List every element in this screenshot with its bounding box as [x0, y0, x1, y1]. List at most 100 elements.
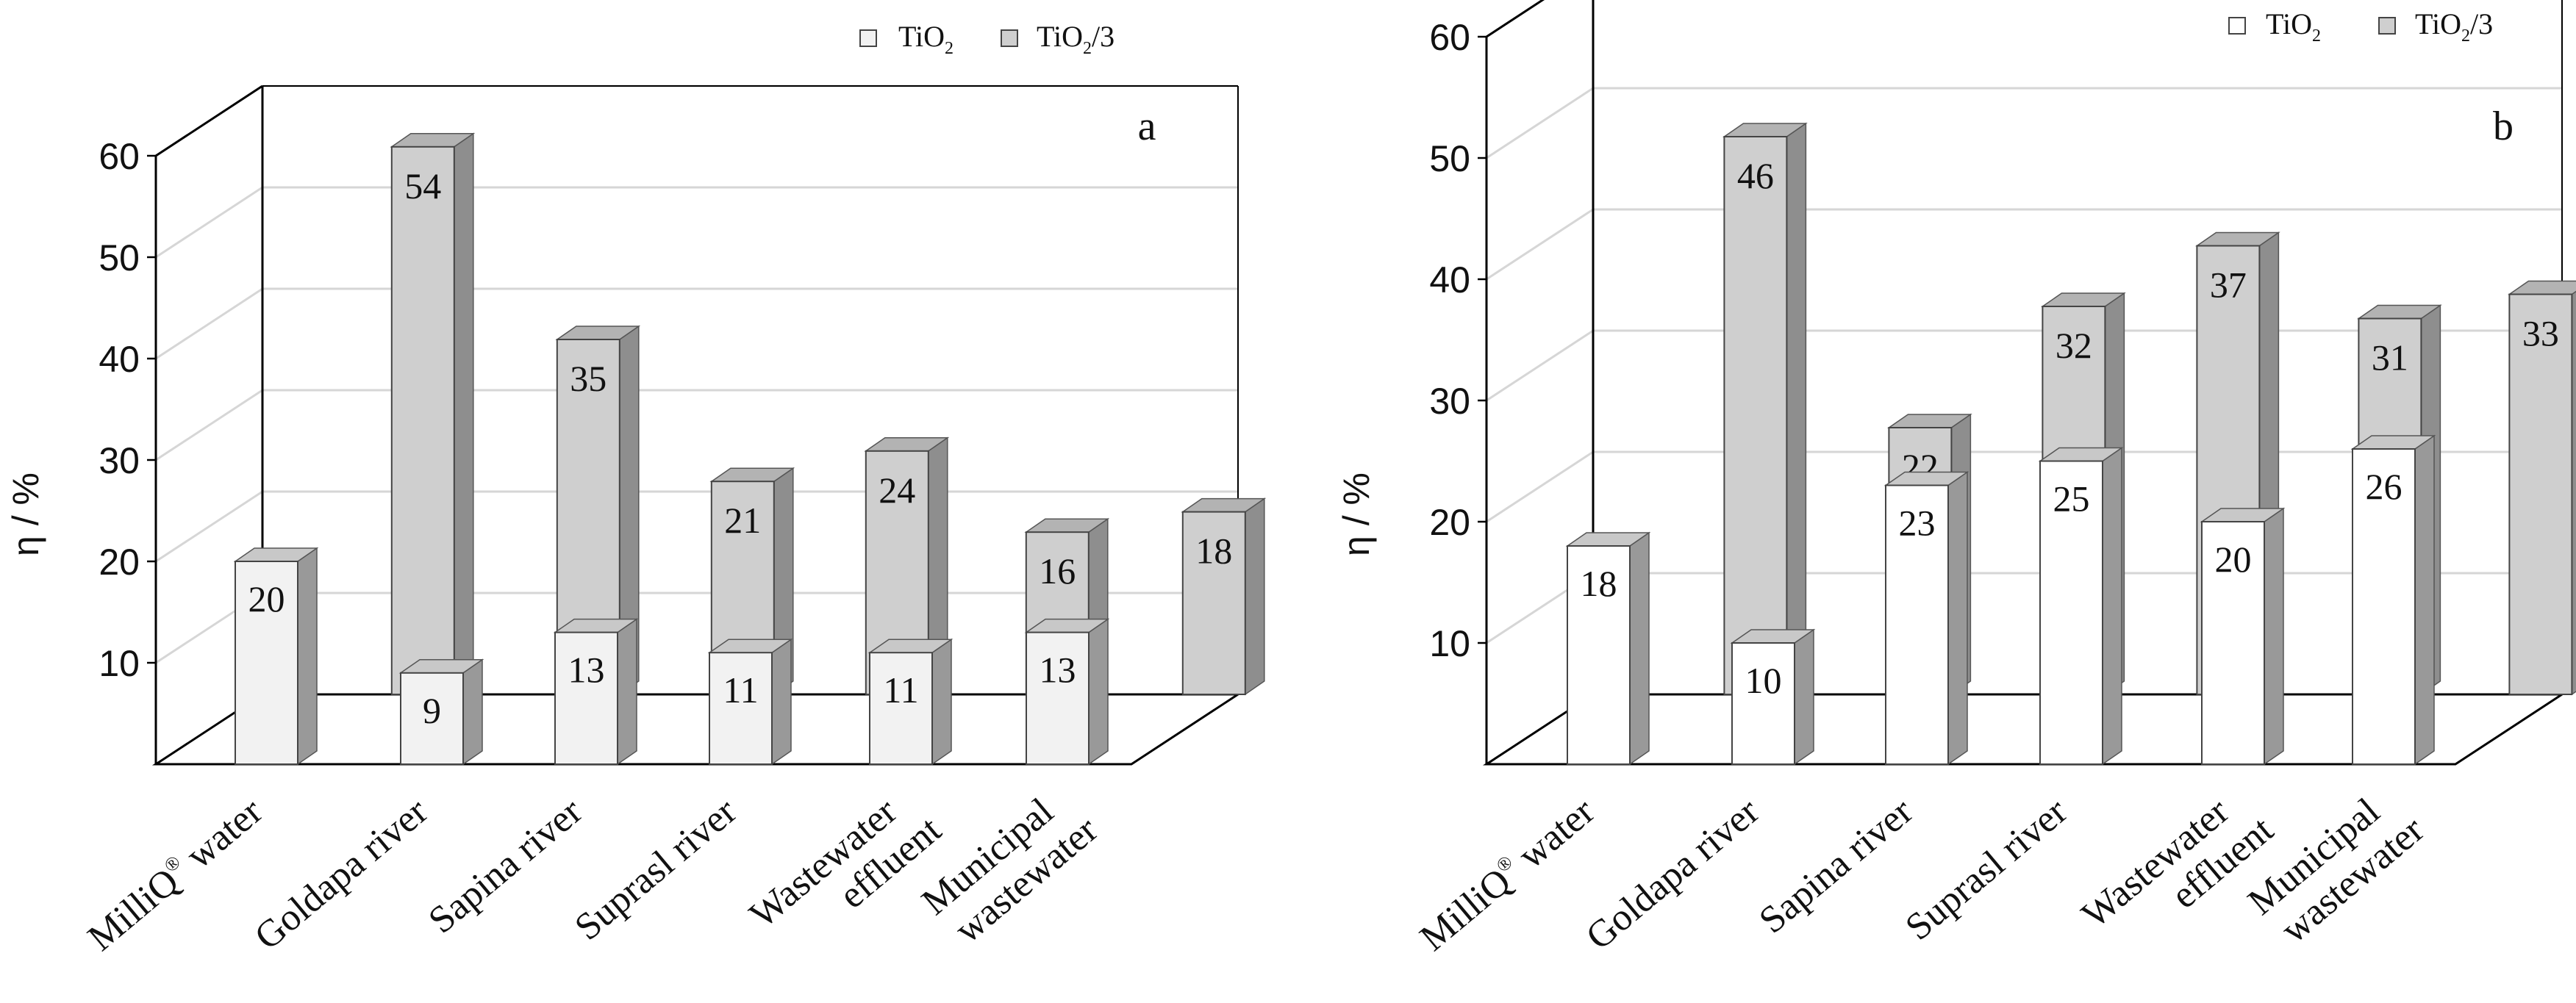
bar-TiO2-5-side — [2414, 434, 2435, 766]
data-label: 37 — [2210, 265, 2247, 306]
y-tick-label: 10 — [99, 643, 140, 684]
gridline-side — [1486, 329, 1594, 402]
side-top-edge — [1486, 0, 1545, 38]
bar-TiO2-1-front — [1731, 642, 1795, 765]
bar-TiO2-4-side — [931, 638, 952, 766]
data-label: 33 — [2522, 313, 2559, 354]
legend-label-main: TiO — [898, 20, 945, 53]
bar-TiO2-3 — [707, 638, 793, 766]
legend-label-sub: 2 — [2461, 26, 2470, 46]
data-label: 25 — [2053, 478, 2090, 520]
data-label: 20 — [2215, 539, 2252, 580]
x-tick-label-line1: Goldapa river — [1578, 791, 1767, 958]
gridline-side — [1486, 0, 1545, 38]
y-tick-label: 10 — [1429, 623, 1470, 664]
bar-TiO2-3-1 — [555, 325, 641, 696]
x-tick-label-line1: MilliQ — [1412, 860, 1519, 960]
bar-TiO2-0-side — [1629, 531, 1650, 766]
x-tick-label: Goldapa river — [247, 791, 436, 958]
data-label: 10 — [1745, 660, 1782, 701]
chart-panel-a: 10 20 30 40 50 60 η / % a 54 20 MilliQ® water 35 9 Go… — [5, 20, 1267, 969]
bar-TiO2-3-side — [2102, 447, 2122, 766]
bar-TiO2-3-0 — [390, 132, 476, 696]
legend-label-sub: 2 — [2312, 26, 2321, 46]
x-tick-label-line1: Sapina river — [421, 791, 590, 942]
x-tick-label: MilliQ® water — [80, 791, 271, 960]
data-label: 13 — [1040, 650, 1076, 691]
y-tick-label: 40 — [1429, 259, 1470, 301]
side-top-edge — [155, 85, 263, 157]
data-label: 54 — [404, 165, 441, 206]
bar-TiO2-4-front — [869, 652, 933, 766]
data-label: 13 — [568, 650, 605, 691]
y-tick-label: 60 — [99, 136, 140, 177]
x-tick-label-rest: water — [171, 791, 271, 883]
legend-label: TiO2/3 — [1037, 20, 1115, 58]
bar-TiO2-3-0-side — [1786, 122, 1807, 696]
bar-TiO2-1-side — [462, 658, 483, 766]
gridline-side — [1486, 87, 1594, 159]
x-tick-label-line1: Sapina river — [1752, 791, 1921, 942]
bar-TiO2-2-front — [554, 631, 618, 765]
bar-TiO2-3-5-side — [1245, 497, 1265, 696]
bar-TiO2-1 — [1730, 628, 1816, 766]
y-tick-label: 50 — [99, 237, 140, 278]
bar-TiO2-0 — [233, 547, 319, 766]
bar-TiO2-2-side — [617, 618, 637, 766]
bar-TiO2-3-5-top — [2507, 280, 2576, 295]
x-tick-label-line1: Suprasl river — [1897, 791, 2075, 949]
y-axis-title: η / % — [5, 472, 46, 556]
legend-label-main: TiO — [2415, 7, 2461, 40]
bar-TiO2-3-5-front — [2508, 293, 2573, 695]
legend-swatch — [859, 29, 877, 47]
bar-TiO2-2 — [553, 618, 639, 766]
bar-TiO2-3-side — [771, 638, 792, 766]
gridline-side — [155, 186, 263, 259]
x-tick-label: Municipalwastewater — [2240, 776, 2432, 956]
x-tick-label: Suprasl river — [1897, 791, 2075, 949]
data-label: 18 — [1195, 531, 1232, 572]
gridline-side — [155, 490, 263, 563]
data-label: 32 — [2056, 325, 2092, 366]
x-tick-label-line1: Goldapa river — [247, 791, 436, 958]
gridline-side — [1486, 208, 1594, 281]
bar-TiO2-3-0-front — [390, 145, 455, 696]
legend-label-main: TiO — [2266, 7, 2312, 40]
chart-panel-b: 10 20 30 40 50 60 η / % b 46 18 MilliQ® water 2 2 10 G… — [1336, 0, 2576, 960]
bar-TiO2-3-front — [2039, 460, 2103, 765]
legend-label-sub: 2 — [1083, 39, 1092, 58]
legend-label: TiO2 — [898, 20, 954, 58]
data-label: 11 — [883, 669, 918, 711]
bar-TiO2-2-front — [1885, 484, 1949, 765]
data-label: 20 — [248, 578, 285, 619]
bar-TiO2-3-0 — [1722, 122, 1808, 696]
data-label: 46 — [1737, 155, 1774, 196]
x-tick-label: Suprasl river — [567, 791, 744, 949]
bar-TiO2-3-5 — [2507, 280, 2576, 696]
bar-TiO2-4 — [2200, 507, 2286, 766]
bar-TiO2-5-front — [2352, 448, 2416, 765]
panel-label: b — [2493, 104, 2514, 149]
y-tick-label: 30 — [1429, 381, 1470, 422]
gridline-side — [155, 287, 263, 360]
bar-TiO2-0 — [1565, 531, 1651, 766]
y-axis-title: η / % — [1336, 472, 1377, 556]
legend: TiO2 TiO2/3 — [2228, 7, 2493, 46]
data-label: 24 — [879, 470, 915, 511]
y-tick-label: 50 — [1429, 138, 1470, 179]
data-label: 16 — [1039, 550, 1076, 592]
bar-TiO2-5-side — [1088, 618, 1109, 766]
bar-TiO2-4 — [867, 638, 954, 766]
bar-TiO2-3-0-front — [1723, 136, 1788, 695]
x-tick-label: MilliQ® water — [1412, 791, 1603, 960]
x-tick-label-rest: water — [1503, 791, 1603, 883]
x-tick-label: Wastewatereffluent — [742, 776, 949, 969]
y-tick-label: 40 — [99, 339, 140, 380]
x-tick-label-line1: Suprasl river — [567, 791, 744, 949]
legend-label-suffix: /3 — [1092, 20, 1115, 53]
bar-TiO2-3-5-front — [1181, 511, 1246, 695]
bar-TiO2-4-front — [2201, 521, 2265, 765]
legend-swatch — [2228, 17, 2246, 35]
legend-label-sub: 2 — [945, 39, 954, 58]
data-label: 9 — [423, 690, 441, 731]
